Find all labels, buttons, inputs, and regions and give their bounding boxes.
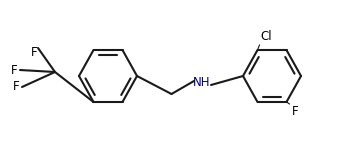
- Text: F: F: [30, 46, 37, 59]
- Text: F: F: [12, 64, 18, 76]
- Text: Cl: Cl: [261, 30, 272, 43]
- Text: F: F: [13, 79, 20, 93]
- Text: NH: NH: [193, 76, 211, 90]
- Text: F: F: [292, 105, 298, 118]
